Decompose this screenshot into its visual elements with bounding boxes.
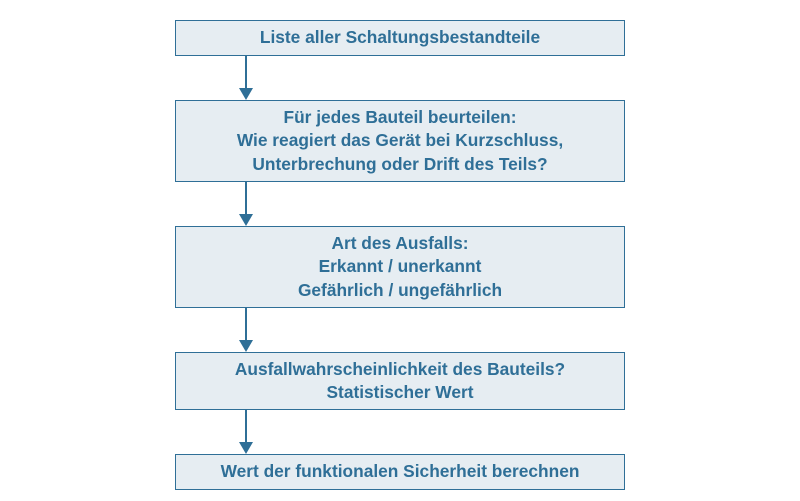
flow-node-2-line-1: Für jedes Bauteil beurteilen: (283, 106, 516, 129)
flow-arrow-1-shaft (245, 56, 247, 88)
flow-node-3-line-1: Art des Ausfalls: (331, 232, 468, 255)
flow-node-4-line-1: Ausfallwahrscheinlichkeit des Bauteils? (235, 358, 565, 381)
flow-arrow-1-head (239, 88, 253, 100)
flow-arrow-4-shaft (245, 410, 247, 442)
flow-node-4-line-2: Statistischer Wert (326, 381, 473, 404)
flow-node-2-line-3: Unterbrechung oder Drift des Teils? (252, 153, 547, 176)
flow-node-4: Ausfallwahrscheinlichkeit des Bauteils?S… (175, 352, 625, 410)
flow-node-2: Für jedes Bauteil beurteilen:Wie reagier… (175, 100, 625, 182)
flow-arrow-3-shaft (245, 308, 247, 340)
flow-node-3-line-2: Erkannt / unerkannt (319, 255, 482, 278)
flow-node-5: Wert der funktionalen Sicherheit berechn… (175, 454, 625, 490)
flow-node-3: Art des Ausfalls:Erkannt / unerkanntGefä… (175, 226, 625, 308)
flow-arrow-2-shaft (245, 182, 247, 214)
flow-node-1: Liste aller Schaltungsbestandteile (175, 20, 625, 56)
flow-arrow-2-head (239, 214, 253, 226)
flow-node-5-line-1: Wert der funktionalen Sicherheit berechn… (221, 460, 580, 483)
flow-node-2-line-2: Wie reagiert das Gerät bei Kurzschluss, (237, 129, 563, 152)
flow-arrow-3-head (239, 340, 253, 352)
flow-node-3-line-3: Gefährlich / ungefährlich (298, 279, 502, 302)
flow-node-1-line-1: Liste aller Schaltungsbestandteile (260, 26, 540, 49)
flow-arrow-4-head (239, 442, 253, 454)
flowchart-canvas: Liste aller Schaltungsbestandteile Für je… (0, 0, 800, 501)
